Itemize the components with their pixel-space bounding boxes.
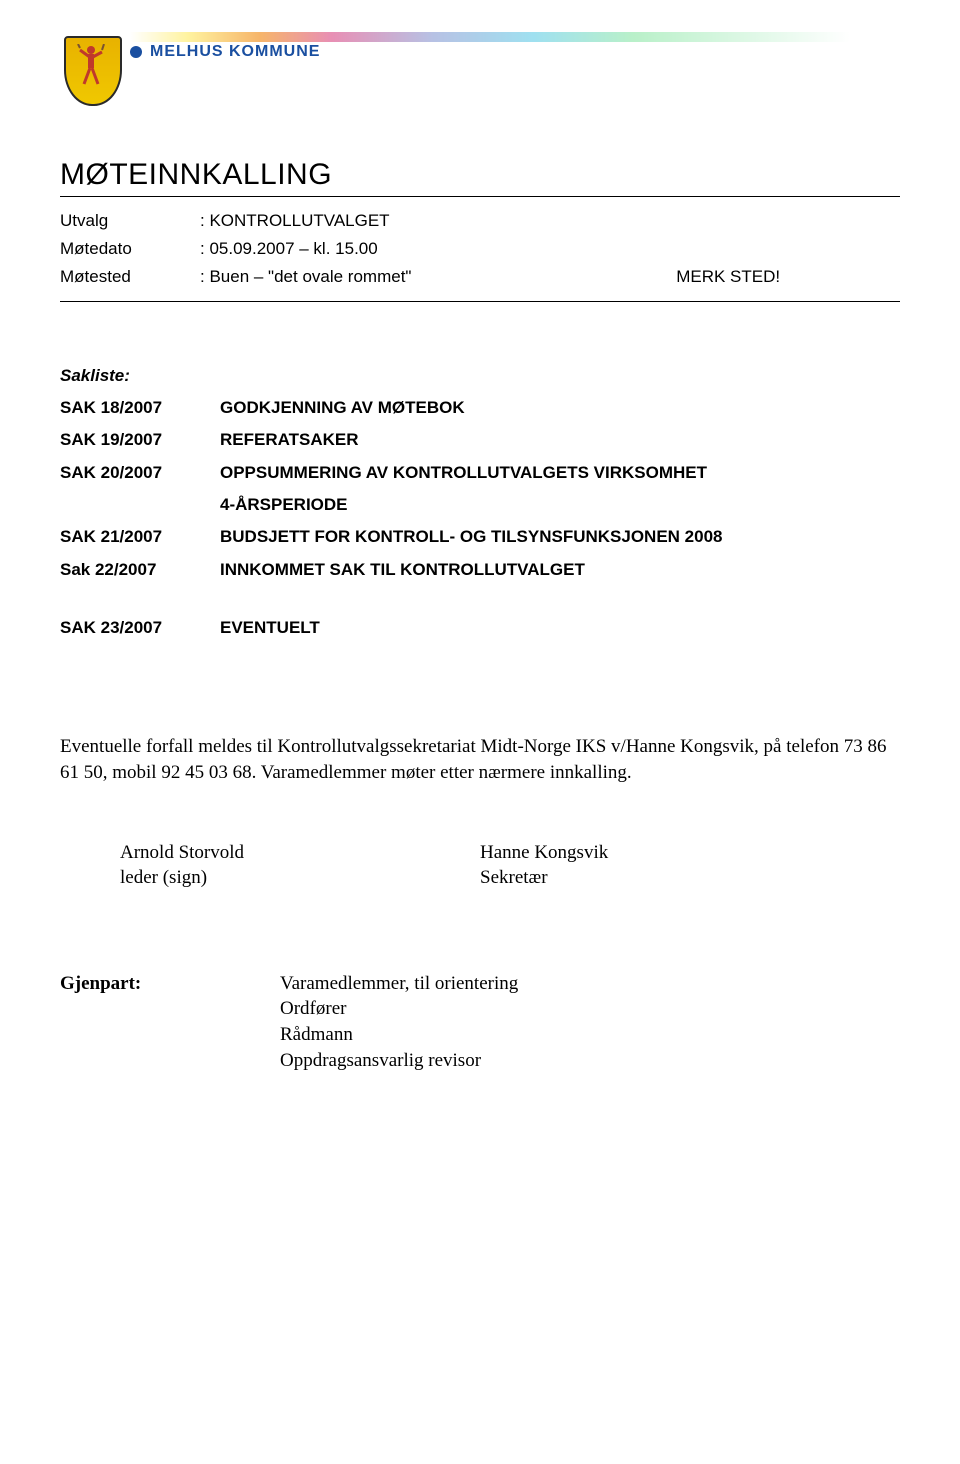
org-dot-icon (130, 46, 142, 58)
sak-id: SAK 19/2007 (60, 424, 220, 456)
org-name: MELHUS KOMMUNE (150, 43, 320, 61)
sak-row-final: SAK 23/2007 EVENTUELT (60, 612, 900, 644)
gjenpart-label: Gjenpart: (60, 971, 280, 1074)
sign-right-name: Hanne Kongsvik (480, 840, 780, 866)
sak-id: Sak 22/2007 (60, 554, 220, 586)
sak-id: SAK 18/2007 (60, 392, 220, 424)
sak-subline: 4-ÅRSPERIODE (220, 489, 900, 521)
meta-motedato-label: Møtedato (60, 235, 200, 263)
sak-id: SAK 20/2007 (60, 457, 220, 489)
meta-motested-label: Møtested (60, 263, 200, 291)
gjenpart-line: Ordfører (280, 996, 900, 1022)
sak-row: SAK 18/2007 GODKJENNING AV MØTEBOK (60, 392, 900, 424)
sak-desc: REFERATSAKER (220, 424, 900, 456)
page-title: MØTEINNKALLING (60, 158, 900, 192)
header-logo: MELHUS KOMMUNE (60, 30, 900, 110)
sak-row: SAK 19/2007 REFERATSAKER (60, 424, 900, 456)
gjenpart-line: Varamedlemmer, til orientering (280, 971, 900, 997)
title-divider (60, 196, 900, 197)
rainbow-bar (130, 32, 850, 42)
crest-figure-icon (76, 44, 106, 88)
sak-desc: EVENTUELT (220, 612, 900, 644)
sign-left-role: leder (sign) (120, 865, 480, 891)
sak-row: SAK 21/2007 BUDSJETT FOR KONTROLL- OG TI… (60, 521, 900, 553)
gjenpart-line: Rådmann (280, 1022, 900, 1048)
meta-motested-text: : Buen – "det ovale rommet" (200, 267, 411, 286)
sign-left-name: Arnold Storvold (120, 840, 480, 866)
sign-right-role: Sekretær (480, 865, 780, 891)
sak-desc: GODKJENNING AV MØTEBOK (220, 392, 900, 424)
meta-motested-value: : Buen – "det ovale rommet" MERK STED! (200, 263, 900, 291)
sakliste-heading: Sakliste: (60, 366, 900, 386)
sak-desc: INNKOMMET SAK TIL KONTROLLUTVALGET (220, 554, 900, 586)
meta-utvalg-label: Utvalg (60, 207, 200, 235)
sak-row: SAK 20/2007 OPPSUMMERING AV KONTROLLUTVA… (60, 457, 900, 489)
crest-icon (60, 30, 124, 110)
gjenpart-block: Gjenpart: Varamedlemmer, til orientering… (60, 971, 900, 1074)
sak-desc: BUDSJETT FOR KONTROLL- OG TILSYNSFUNKSJO… (220, 521, 900, 553)
gjenpart-line: Oppdragsansvarlig revisor (280, 1048, 900, 1074)
forfall-paragraph: Eventuelle forfall meldes til Kontrollut… (60, 734, 900, 785)
sak-row: Sak 22/2007 INNKOMMET SAK TIL KONTROLLUT… (60, 554, 900, 586)
sak-desc: OPPSUMMERING AV KONTROLLUTVALGETS VIRKSO… (220, 457, 900, 489)
meta-divider (60, 301, 900, 302)
meta-motedato-value: : 05.09.2007 – kl. 15.00 (200, 235, 900, 263)
sak-id: SAK 21/2007 (60, 521, 220, 553)
signature-row: Arnold Storvold leder (sign) Hanne Kongs… (60, 840, 900, 891)
meta-merk: MERK STED! (676, 267, 780, 286)
meta-utvalg-value: : KONTROLLUTVALGET (200, 207, 900, 235)
sak-id: SAK 23/2007 (60, 612, 220, 644)
